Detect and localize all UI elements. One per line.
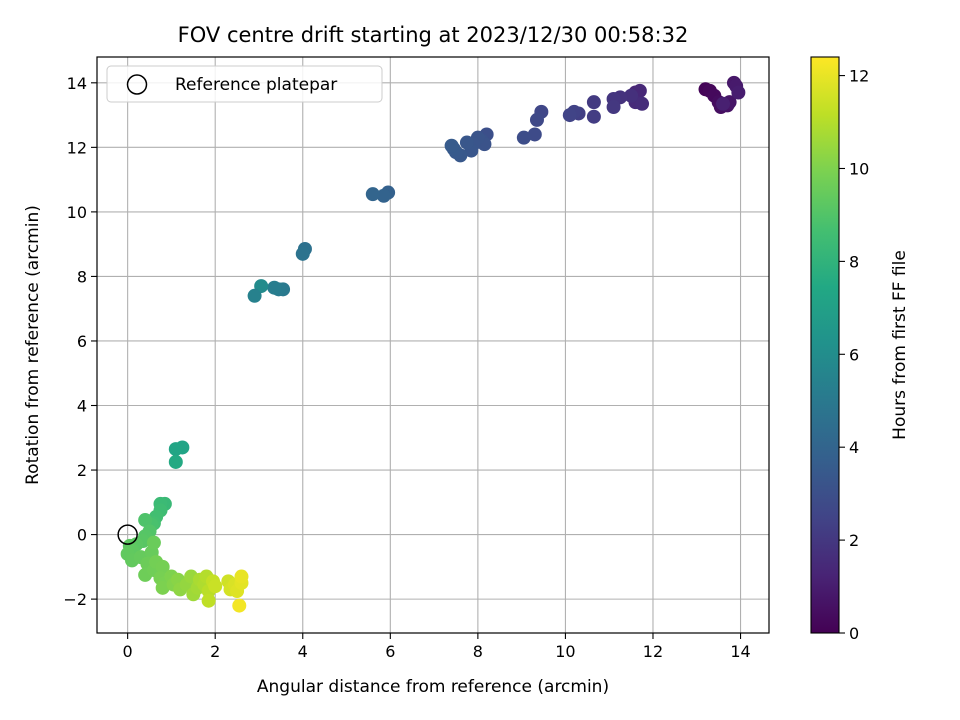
legend-box (106, 65, 383, 103)
data-point (444, 138, 459, 153)
data-point (586, 95, 601, 110)
x-tick-label: 14 (730, 642, 750, 661)
colorbar: 0 2 4 6 8 10 12 Hours from first FF file (810, 56, 910, 643)
y-axis-label: Rotation from reference (arcmin) (23, 205, 43, 485)
colorbar-ticks: 0 2 4 6 8 10 12 (839, 67, 869, 643)
data-point (247, 288, 262, 303)
data-point (138, 513, 153, 528)
data-point (201, 593, 216, 608)
data-point (586, 109, 601, 124)
data-point (606, 100, 621, 115)
colorbar-tick-label: 8 (849, 252, 859, 271)
colorbar-tick-label: 6 (849, 345, 859, 364)
data-point (529, 112, 544, 127)
colorbar-label: Hours from first FF file (890, 250, 910, 440)
colorbar-tick-label: 2 (849, 531, 859, 550)
y-tick-label: 0 (77, 526, 87, 545)
x-axis-label: Angular distance from reference (arcmin) (257, 677, 609, 697)
data-point (365, 187, 380, 202)
data-point (155, 559, 170, 574)
colorbar-tick-label: 4 (849, 438, 859, 457)
y-tick-label: 6 (77, 332, 87, 351)
x-axis-ticks: 0 2 4 6 8 10 12 14 (123, 633, 751, 661)
data-point (516, 130, 531, 145)
data-point (267, 280, 282, 295)
reference-platepar-marker (117, 524, 138, 545)
colorbar-gradient (810, 56, 840, 634)
data-point (527, 127, 542, 142)
data-point (624, 88, 639, 103)
x-tick-label: 6 (385, 642, 395, 661)
y-axis-ticks: −2 0 2 4 6 8 10 12 14 (63, 74, 97, 609)
y-tick-label: 10 (67, 203, 87, 222)
data-point (208, 579, 223, 594)
data-point (731, 85, 746, 100)
plot-area: 0 2 4 6 8 10 12 14 −2 0 2 4 6 8 10 12 14 (63, 56, 770, 661)
x-tick-label: 2 (210, 642, 220, 661)
colorbar-tick-label: 12 (849, 67, 869, 86)
data-point (295, 246, 310, 261)
plot-frame (96, 56, 770, 634)
legend-entry-label: Reference platepar (175, 75, 337, 95)
x-tick-label: 0 (123, 642, 133, 661)
data-point (234, 569, 249, 584)
grid-lines (97, 57, 769, 633)
legend-open-circle-marker (126, 74, 148, 95)
data-point (562, 108, 577, 123)
data-point (168, 454, 183, 469)
data-point (376, 188, 391, 203)
y-tick-label: −2 (63, 590, 87, 609)
data-point (716, 96, 731, 111)
data-point (635, 96, 650, 111)
colorbar-tick-label: 0 (849, 624, 859, 643)
y-tick-label: 4 (77, 397, 87, 416)
colorbar-tick-label: 10 (849, 159, 869, 178)
chart-title: FOV centre drift starting at 2023/12/30 … (178, 23, 689, 47)
y-tick-label: 12 (67, 138, 87, 157)
x-tick-label: 10 (555, 642, 575, 661)
x-tick-label: 12 (643, 642, 663, 661)
data-point (232, 598, 247, 613)
data-point (168, 442, 183, 457)
y-tick-label: 8 (77, 267, 87, 286)
legend: Reference platepar (106, 65, 383, 103)
y-tick-label: 2 (77, 461, 87, 480)
y-tick-label: 14 (67, 74, 87, 93)
reference-marker-layer (117, 524, 138, 545)
data-point (146, 535, 161, 550)
x-tick-label: 8 (473, 642, 483, 661)
data-points (120, 75, 746, 613)
data-point (459, 135, 474, 150)
data-point (155, 580, 170, 595)
x-tick-label: 4 (298, 642, 308, 661)
